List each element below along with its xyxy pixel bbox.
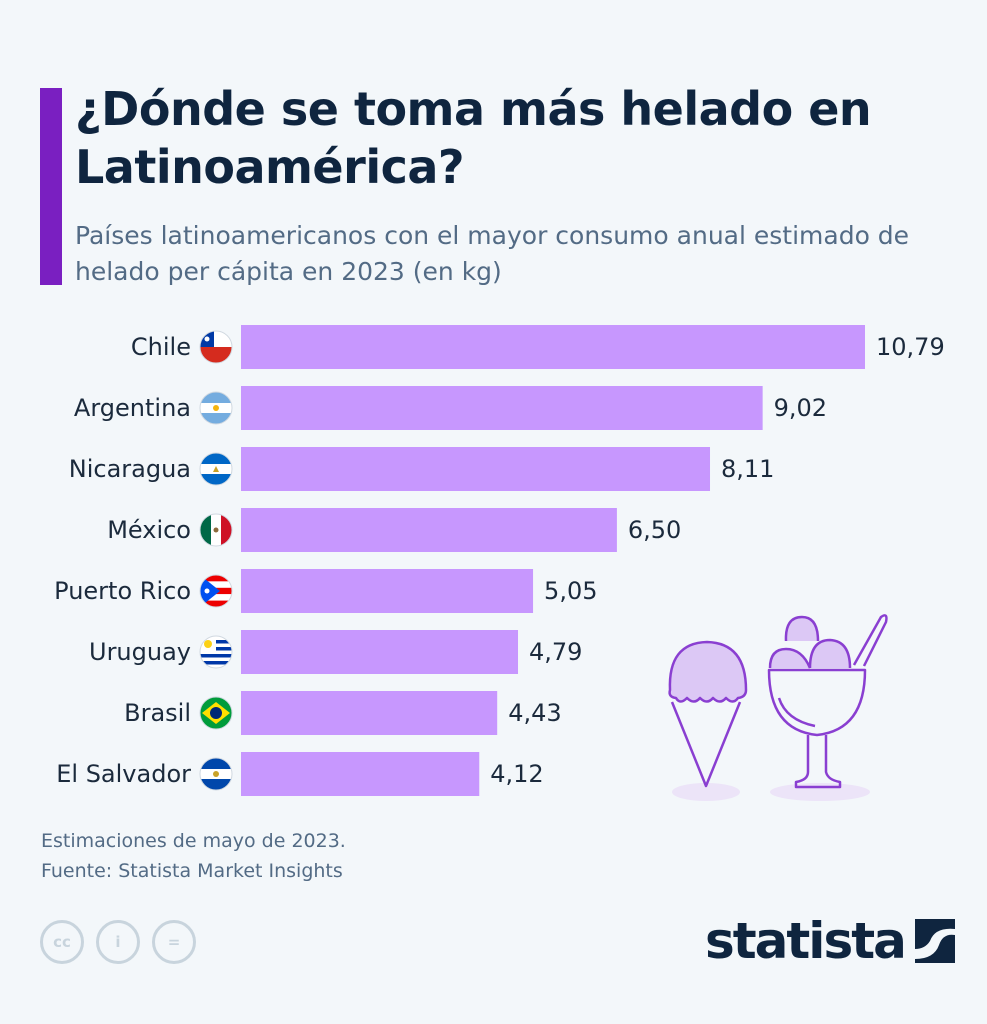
bar (241, 386, 763, 430)
bar (241, 752, 480, 796)
bar (241, 691, 498, 735)
bar-row: 4,43 Brasil (124, 691, 562, 735)
cc-icon[interactable]: cc (40, 920, 84, 964)
note-source: Fuente: Statista Market Insights (41, 860, 343, 882)
uruguay-flag-icon (199, 635, 233, 669)
bar (241, 508, 617, 552)
nicaragua-flag-icon (199, 452, 233, 486)
brand-name: statista (705, 912, 907, 970)
bar (241, 325, 865, 369)
attribution-icon[interactable]: i (96, 920, 140, 964)
bar (241, 630, 519, 674)
value-label: 10,79 (876, 333, 945, 361)
no-derivatives-icon[interactable]: = (152, 920, 196, 964)
bar-row: 6,50 México (107, 508, 681, 552)
category-label: Puerto Rico (54, 577, 191, 605)
value-label: 4,12 (490, 760, 543, 788)
value-label: 4,79 (529, 638, 582, 666)
category-label: México (107, 516, 191, 544)
bar (241, 569, 534, 613)
value-label: 8,11 (721, 455, 774, 483)
bar-row: 10,79 Chile (131, 325, 945, 369)
license-icons[interactable]: cc i = (40, 920, 196, 964)
value-label: 5,05 (544, 577, 597, 605)
statista-logo[interactable]: statista (705, 912, 955, 970)
chart-title: ¿Dónde se toma más helado en Latinoaméri… (75, 82, 872, 194)
bar-row: 5,05 Puerto Rico (54, 569, 597, 613)
bar-row: 9,02 Argentina (74, 386, 827, 430)
bar-row: 4,12 El Salvador (56, 752, 544, 796)
bar (241, 447, 711, 491)
category-label: Chile (131, 333, 191, 361)
bar-row: 8,11 Nicaragua (69, 447, 774, 491)
el-salvador-flag-icon (199, 757, 233, 791)
category-label: El Salvador (56, 760, 191, 788)
category-label: Nicaragua (69, 455, 191, 483)
value-label: 6,50 (628, 516, 681, 544)
brasil-flag-icon (199, 696, 233, 730)
title-accent-bar (40, 88, 62, 285)
category-label: Argentina (74, 394, 191, 422)
statista-logo-icon (914, 919, 955, 963)
value-label: 9,02 (774, 394, 827, 422)
chile-flag-icon (199, 330, 233, 364)
argentina-flag-icon (199, 391, 233, 425)
ice-cream-illustration (668, 614, 888, 801)
source-notes: Estimaciones de mayo de 2023. Fuente: St… (41, 826, 346, 886)
mexico-flag-icon (199, 513, 233, 547)
chart-subtitle: Países latinoamericanos con el mayor con… (75, 221, 910, 286)
category-label: Uruguay (89, 638, 191, 666)
puerto-rico-flag-icon (199, 574, 233, 608)
note-estimates: Estimaciones de mayo de 2023. (41, 830, 346, 852)
value-label: 4,43 (508, 699, 561, 727)
bar-row: 4,79 Uruguay (89, 630, 582, 674)
category-label: Brasil (124, 699, 191, 727)
